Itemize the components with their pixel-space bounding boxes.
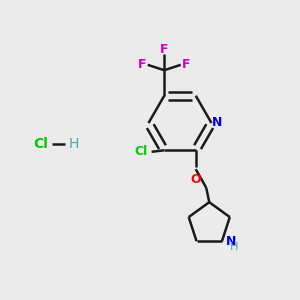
Text: H: H bbox=[230, 242, 239, 252]
Text: F: F bbox=[138, 58, 147, 71]
Text: N: N bbox=[212, 116, 222, 130]
Text: Cl: Cl bbox=[134, 145, 148, 158]
Text: N: N bbox=[226, 235, 236, 248]
Text: H: H bbox=[68, 137, 79, 151]
Text: O: O bbox=[190, 173, 201, 186]
Text: Cl: Cl bbox=[33, 137, 48, 151]
Text: F: F bbox=[160, 43, 169, 56]
Text: F: F bbox=[182, 58, 190, 71]
